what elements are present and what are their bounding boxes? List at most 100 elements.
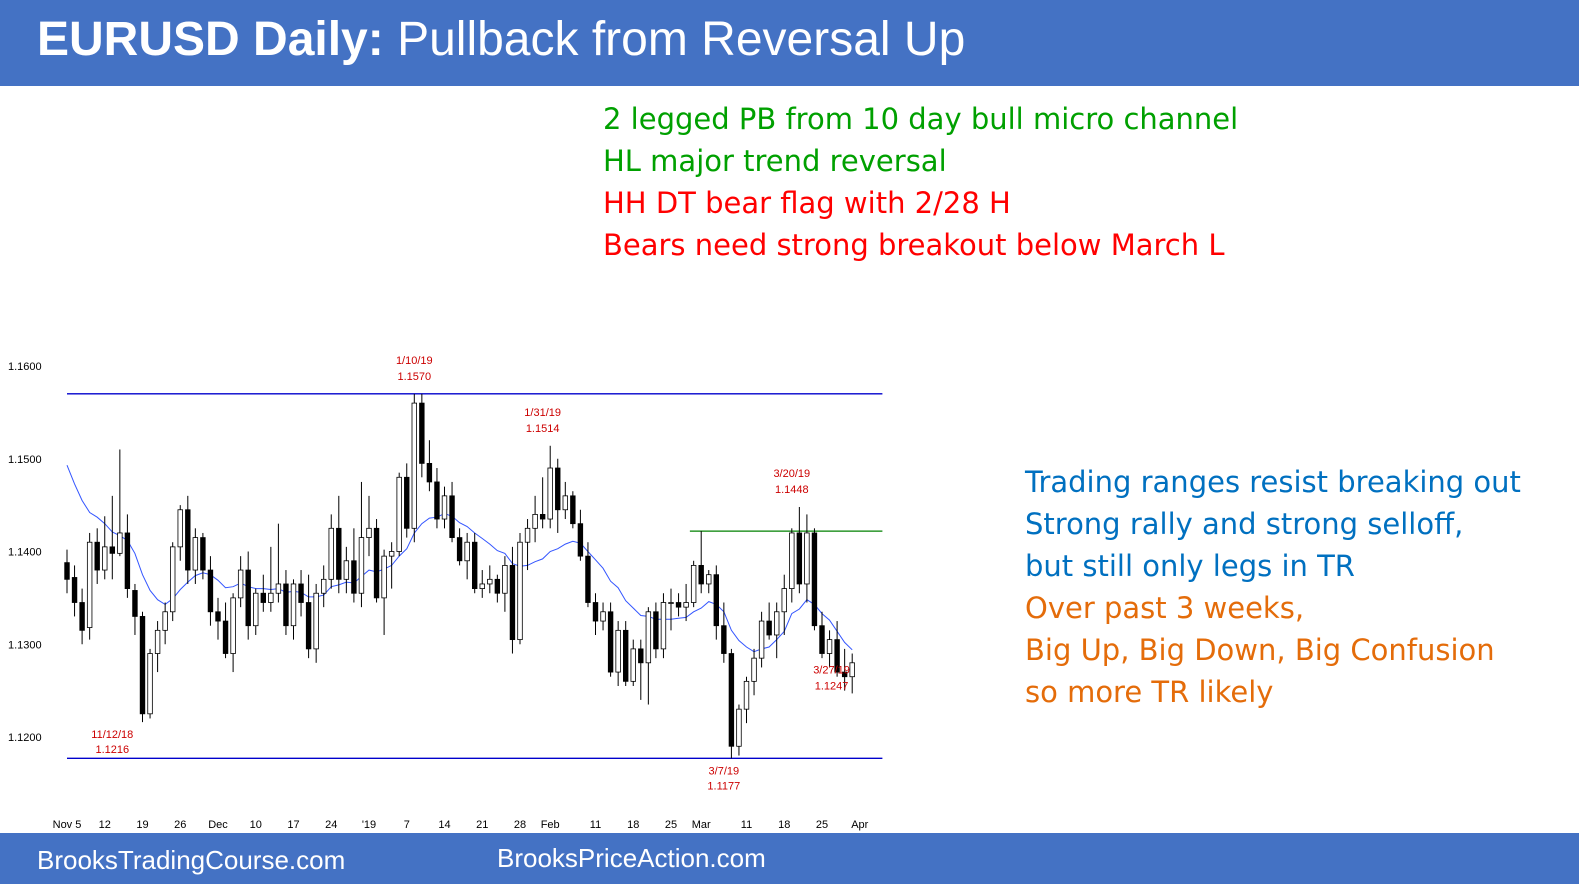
note-line: Over past 3 weeks, [1025,591,1305,625]
bull-candle [524,527,531,543]
bull-candle [275,583,282,594]
bull-candle [600,611,606,622]
title-bar: EURUSD Daily: Pullback from Reversal Up [0,0,1579,86]
bull-candle [192,537,199,571]
bear-candle [222,620,229,654]
bear-candle [811,532,818,627]
bull-candle [162,611,168,631]
bear-candle [675,602,682,608]
bear-candle [298,583,304,603]
bull-candle [343,560,350,580]
bear-candle [698,565,704,585]
footer-right-link[interactable]: BrooksPriceAction.com [497,843,766,873]
annotation-price: 1.1570 [397,371,431,383]
bull-candle [328,527,334,580]
x-tick-label: 11 [590,819,601,831]
note-line: but still only legs in TR [1025,549,1355,583]
x-tick-label: Dec [208,819,228,831]
bull-candle [177,509,183,548]
bull-candle [781,588,787,613]
x-tick-label: 12 [99,819,111,831]
bear-candle [94,541,100,571]
bear-candle [841,671,848,678]
bull-candle [102,546,108,571]
x-tick-label: 24 [325,819,337,831]
bull-candle [388,551,395,557]
note-line: 2 legged PB from 10 day bull micro chann… [603,102,1239,136]
bull-candle [381,555,387,599]
bull-candle [313,592,319,650]
bull-candle [237,569,244,599]
note-line: HH DT bear flag with 2/28 H [603,186,1011,220]
bear-candle [124,532,131,590]
bull-candle [804,532,810,585]
bull-candle [86,541,93,628]
slide-title: EURUSD Daily: Pullback from Reversal Up [37,12,965,67]
note-line: HL major trend reversal [603,144,947,178]
bear-candle [471,541,478,590]
footer-left-link[interactable]: BrooksTradingCourse.com [37,845,346,875]
x-tick-label: 21 [476,819,488,831]
right-notes: Trading ranges resist breaking out Strong… [1025,461,1521,713]
bear-candle [607,611,614,673]
x-tick-label: 18 [627,819,639,831]
bear-candle [336,527,342,580]
bear-candle [419,402,425,464]
top-notes: 2 legged PB from 10 day bull micro chann… [603,98,1238,266]
bull-candle [547,467,553,520]
bear-candle [245,569,251,627]
bear-candle [623,629,629,682]
annotation-price: 1.1177 [707,780,740,792]
bull-candle [253,592,259,627]
annotation-date: 1/10/19 [396,355,433,367]
bull-candle [147,653,153,715]
x-tick-label: Apr [851,819,868,831]
bear-candle [509,565,516,641]
bull-candle [517,541,523,641]
bull-candle [358,537,365,594]
title-bold: EURUSD Daily: [37,13,384,66]
bull-candle [736,708,742,747]
bear-candle [71,577,78,603]
bear-candle [585,555,591,603]
x-tick-label: Nov 5 [53,819,82,831]
bull-candle [668,602,674,604]
bear-candle [456,537,463,562]
annotation-price: 1.1216 [95,744,129,756]
bear-candle [426,462,433,483]
bear-candle [351,560,357,594]
bull-candle [532,513,538,529]
bull-candle [743,680,750,710]
bull-candle [774,611,780,636]
bull-candle [630,648,636,682]
bull-candle [320,578,327,594]
bear-candle [132,590,138,617]
x-tick-label: 19 [136,819,148,831]
bear-candle [721,625,727,654]
bear-candle [373,527,380,599]
moving-average-line [66,465,853,653]
note-line: Big Up, Big Down, Big Confusion [1025,633,1495,667]
bull-candle [683,602,689,608]
bear-candle [207,569,214,613]
bear-candle [555,467,561,511]
bear-candle [834,639,840,673]
x-tick-label: 26 [174,819,186,831]
x-tick-label: 25 [665,819,677,831]
x-tick-label: 28 [514,819,526,831]
bear-candle [713,574,719,627]
x-tick-label: Feb [541,819,560,831]
bear-candle [766,620,772,636]
bear-candle [638,648,644,664]
bull-candle [789,532,795,590]
bull-candle [268,592,274,603]
bull-candle [690,565,697,603]
x-tick-label: 10 [250,819,262,831]
bear-candle [592,602,599,622]
x-tick-label: 14 [438,819,450,831]
bull-candle [615,629,621,673]
annotation-price: 1.1247 [815,680,849,692]
x-tick-label: 11 [741,819,752,831]
note-line: so more TR likely [1025,675,1274,709]
eurusd-daily-chart: 1.1600 1.1500 1.1400 1.1300 1.1200 Nov 5 12 19 2… [8,355,883,831]
